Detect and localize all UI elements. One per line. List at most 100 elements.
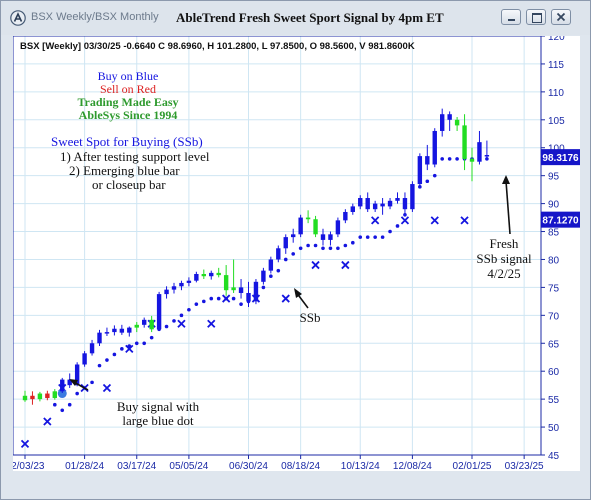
chart-area: 4550556065707580859095100105110115120 12… xyxy=(6,32,580,472)
window-tabs[interactable]: BSX Weekly/BSX Monthly xyxy=(31,11,159,23)
trail-dot xyxy=(298,246,303,251)
price-bar xyxy=(283,237,288,249)
price-tag-lower xyxy=(541,211,580,228)
trail-dot xyxy=(321,246,325,251)
price-bar xyxy=(142,319,147,325)
maximize-icon xyxy=(532,13,542,23)
price-bar xyxy=(119,328,125,333)
price-tag-lower-label: 87.1270 xyxy=(542,216,579,227)
price-bar xyxy=(372,203,378,210)
price-bar xyxy=(223,275,229,291)
y-tick-label: 95 xyxy=(548,172,560,183)
trail-dot xyxy=(142,341,146,346)
price-bar xyxy=(305,217,311,220)
x-tick-label: 03/23/25 xyxy=(505,461,544,471)
trail-dot xyxy=(209,296,214,301)
trail-dot xyxy=(328,246,333,251)
y-tick-label: 60 xyxy=(548,367,560,378)
price-bar xyxy=(268,259,274,271)
price-bar xyxy=(380,203,385,207)
large-buy-dot xyxy=(57,389,67,399)
price-bar xyxy=(156,294,162,330)
trail-dot xyxy=(269,274,273,279)
trail-dot xyxy=(380,235,385,239)
annotation-fresh: Fresh xyxy=(490,236,519,251)
trail-dot xyxy=(53,402,57,407)
price-bar xyxy=(238,287,244,293)
price-bar xyxy=(30,395,35,400)
x-tick-label: 08/18/24 xyxy=(281,461,320,471)
x-marker xyxy=(177,319,186,328)
price-bar xyxy=(74,364,80,386)
y-tick-label: 75 xyxy=(548,283,560,294)
minimize-button[interactable] xyxy=(501,9,521,25)
trail-dot xyxy=(388,229,392,234)
trail-dot xyxy=(179,313,184,318)
price-bar xyxy=(335,220,341,235)
trail-dot xyxy=(231,296,236,301)
plot-border xyxy=(12,35,542,456)
price-bar xyxy=(179,282,184,287)
price-bars xyxy=(22,108,490,405)
y-tick-label: 65 xyxy=(548,339,560,350)
trail-dot xyxy=(97,363,102,368)
trail-dot xyxy=(276,268,281,273)
trail-dot xyxy=(440,157,445,161)
x-marker xyxy=(20,439,30,448)
notes-line3: or closeup bar xyxy=(92,177,166,192)
close-icon xyxy=(556,12,566,22)
trail-dot xyxy=(112,352,117,357)
trail-dot xyxy=(134,341,139,346)
price-bar xyxy=(209,272,214,277)
buy-signal-arrowhead xyxy=(69,379,78,386)
trail-dot xyxy=(202,299,206,304)
annotation-buy-signal-line1: Buy signal with xyxy=(117,399,200,414)
trail-dot xyxy=(67,402,72,407)
x-axis: 12/03/23 01/28/24 03/17/24 05/05/24 06/30/24… xyxy=(6,455,544,472)
price-bar xyxy=(261,270,266,282)
trail-dot xyxy=(283,257,288,262)
legend-sell: Sell on Red xyxy=(100,82,156,96)
x-marker xyxy=(102,383,112,393)
price-bar xyxy=(149,319,154,330)
price-bar xyxy=(97,332,102,344)
price-bar xyxy=(291,234,296,238)
price-bar xyxy=(82,353,87,365)
legend-buy: Buy on Blue xyxy=(98,69,159,83)
chart-title: AbleTrend Fresh Sweet Sport Signal by 4p… xyxy=(176,10,444,25)
price-bar xyxy=(365,198,370,210)
price-chart: 4550556065707580859095100105110115120 12… xyxy=(6,32,580,472)
close-button[interactable] xyxy=(551,9,571,25)
window-titlebar[interactable]: BSX Weekly/BSX Monthly AbleTrend Fresh S… xyxy=(1,1,590,35)
x-tick-label: 01/28/24 xyxy=(65,461,104,471)
annotation-buy-signal-line2: large blue dot xyxy=(122,413,194,428)
y-tick-label: 85 xyxy=(548,228,560,239)
x-marker xyxy=(43,417,52,426)
trail-dot xyxy=(60,408,65,413)
price-bar xyxy=(313,219,318,235)
price-bar xyxy=(134,324,139,328)
trail-dot xyxy=(351,240,355,245)
notes-heading: Sweet Spot for Buying (SSb) xyxy=(51,134,203,149)
chart-background xyxy=(13,36,580,471)
trail-dot xyxy=(358,235,363,239)
maximize-button[interactable] xyxy=(526,9,546,25)
price-bar xyxy=(253,281,259,302)
price-bar xyxy=(402,198,408,210)
price-tag-upper-label: 98.3176 xyxy=(542,153,579,164)
y-tick-label: 45 xyxy=(548,451,560,462)
y-tick-label: 90 xyxy=(548,200,560,211)
trail-dot xyxy=(261,285,266,290)
x-tick-label: 03/17/24 xyxy=(117,461,156,471)
fresh-arrow xyxy=(505,180,511,235)
price-bar xyxy=(469,158,475,162)
y-tick-label: 105 xyxy=(548,116,565,127)
x-marker xyxy=(460,216,469,225)
price-tag-upper xyxy=(541,149,580,166)
price-bar xyxy=(320,234,326,240)
price-bar xyxy=(67,379,72,386)
legend-tagline: Trading Made Easy xyxy=(77,95,178,109)
trail-dot xyxy=(224,296,228,301)
price-bar xyxy=(104,332,110,334)
price-bar xyxy=(410,184,415,210)
